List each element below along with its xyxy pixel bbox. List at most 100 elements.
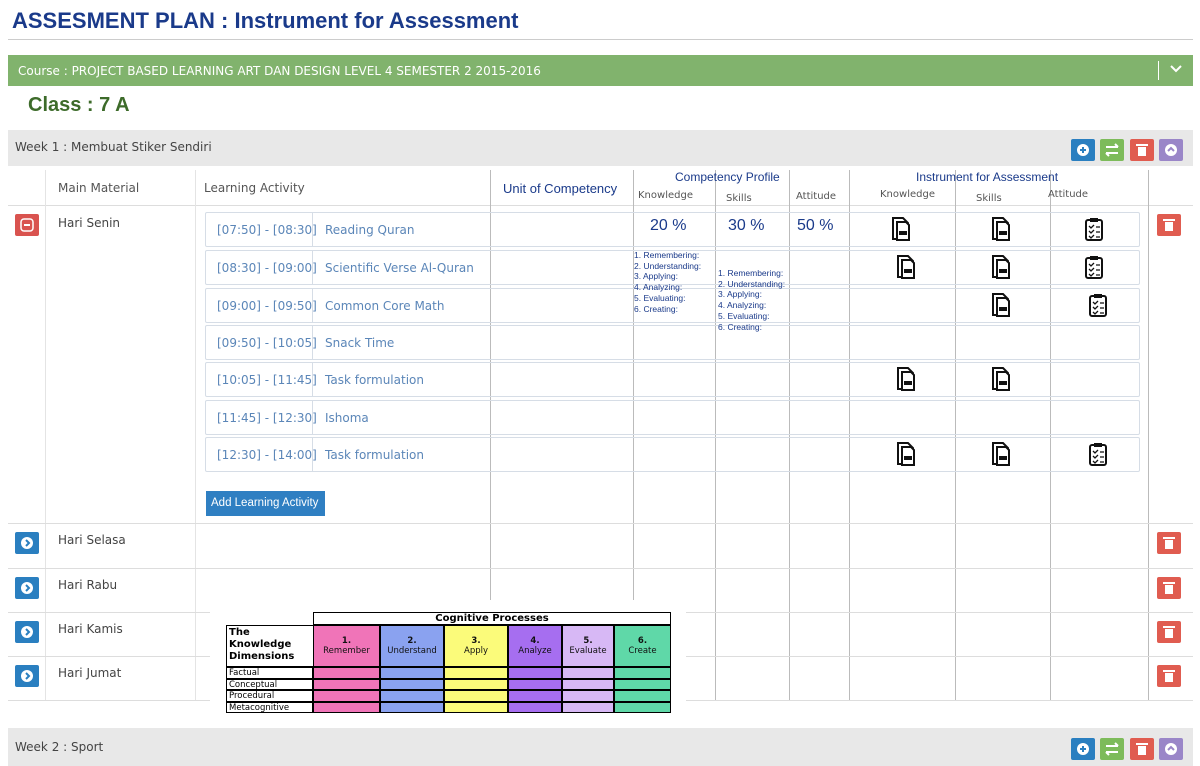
checklist-icon	[1083, 217, 1105, 241]
cell	[614, 667, 671, 679]
percentage: 20 %	[650, 217, 687, 234]
cell	[508, 667, 562, 679]
process-number: 5.	[583, 636, 593, 646]
chevron[interactable]	[1168, 60, 1184, 80]
column-line	[195, 170, 196, 700]
pdf-icon	[990, 442, 1012, 466]
divider	[8, 39, 1193, 40]
process-number: 6.	[637, 636, 648, 646]
level-label: 3. Applying:	[718, 289, 762, 300]
expand-day-button[interactable]	[15, 665, 39, 687]
level-label: 3. Applying:	[634, 271, 678, 282]
pdf-icon	[990, 367, 1012, 391]
level-label: 6. Creating:	[634, 303, 678, 314]
activity-name[interactable]: Task formulation	[325, 448, 424, 462]
move-button[interactable]	[1100, 738, 1124, 760]
header-row	[8, 170, 1193, 206]
process-number: 1.	[341, 636, 352, 646]
percentage: 50 %	[797, 217, 834, 234]
add-button[interactable]	[1071, 139, 1095, 161]
cell	[380, 667, 444, 679]
sub-header: Knowledge	[880, 189, 935, 200]
activity-row	[205, 437, 1140, 472]
divider	[312, 400, 313, 435]
activity-time[interactable]: [09:50] - [10:05]	[217, 336, 317, 350]
activity-time[interactable]: [10:05] - [11:45]	[217, 373, 317, 387]
delete-day-button[interactable]	[1157, 214, 1181, 236]
cell	[444, 690, 508, 702]
activity-time[interactable]: [12:30] - [14:00]	[217, 448, 317, 462]
delete-button[interactable]	[1130, 738, 1154, 760]
dimension-label: The Knowledge Dimensions	[226, 625, 313, 667]
cell	[444, 667, 508, 679]
activity-time[interactable]: [09:00] - [09:50]	[217, 299, 317, 313]
cell	[562, 667, 614, 679]
checklist-icon	[1087, 293, 1109, 317]
delete-day-button[interactable]	[1157, 621, 1181, 643]
move-button[interactable]	[1100, 139, 1124, 161]
cell	[313, 667, 380, 679]
divider	[312, 212, 313, 247]
activity-name[interactable]: Snack Time	[325, 336, 395, 350]
delete-day-button[interactable]	[1157, 577, 1181, 599]
activity-time[interactable]: [07:50] - [08:30]	[217, 223, 317, 237]
activity-name[interactable]: Ishoma	[325, 411, 369, 425]
process-header: 6. Create	[614, 625, 671, 667]
pdf-icon	[990, 217, 1012, 241]
column-header: Unit of Competency	[503, 181, 618, 196]
sub-header: Attitude	[1048, 189, 1089, 200]
cell	[444, 701, 508, 714]
dimension-name: Procedural	[226, 690, 313, 702]
level-label: 2. Understanding:	[718, 278, 786, 289]
column-header: Learning Activity	[204, 181, 305, 195]
week-bar	[8, 130, 1193, 166]
column-header: Competency Profile	[675, 170, 780, 184]
process-header: 1. Remember	[313, 625, 380, 667]
column-line	[490, 170, 491, 700]
percentage: 30 %	[728, 217, 765, 234]
level-label: 5. Evaluating:	[634, 292, 686, 303]
level-label: 1. Remembering:	[718, 268, 784, 278]
delete-day-button[interactable]	[1157, 665, 1181, 687]
collapse-day-button[interactable]	[15, 214, 39, 236]
level-label: 4. Analyzing:	[718, 300, 767, 311]
activity-time[interactable]: [08:30] - [09:00]	[217, 261, 317, 275]
process-number: 3.	[471, 636, 481, 646]
process-name: Evaluate	[569, 646, 607, 656]
column-header: Main Material	[58, 181, 140, 195]
activity-name[interactable]: Reading Quran	[325, 223, 415, 237]
process-header: 4. Analyze	[508, 625, 562, 667]
expand-day-button[interactable]	[15, 621, 39, 643]
level-label: 1. Remembering:	[634, 250, 700, 260]
expand-day-button[interactable]	[15, 577, 39, 599]
activity-row	[205, 325, 1140, 360]
process-number: 4.	[530, 636, 540, 646]
divider	[312, 362, 313, 397]
course-label: Course : PROJECT BASED LEARNING ART DAN …	[18, 64, 541, 78]
activity-name[interactable]: Scientific Verse Al-Quran	[325, 261, 474, 275]
week-title: Week 1 : Membuat Stiker Sendiri	[15, 140, 212, 154]
activity-name[interactable]: Common Core Math	[325, 299, 445, 313]
pdf-icon	[990, 293, 1012, 317]
pdf-icon	[895, 255, 917, 279]
column-line	[955, 170, 956, 700]
collapse-button[interactable]	[1159, 738, 1183, 760]
delete-button[interactable]	[1130, 139, 1154, 161]
process-header: 5. Evaluate	[562, 625, 614, 667]
divider	[312, 437, 313, 472]
pdf-icon	[895, 367, 917, 391]
collapse-button[interactable]	[1159, 139, 1183, 161]
add-activity-button[interactable]: Add Learning Activity	[206, 491, 325, 516]
process-name: Remember	[323, 646, 370, 656]
expand-day-button[interactable]	[15, 532, 39, 554]
process-header: 3. Apply	[444, 625, 508, 667]
divider	[312, 250, 313, 285]
add-button[interactable]	[1071, 738, 1095, 760]
activity-time[interactable]: [11:45] - [12:30]	[217, 411, 317, 425]
pdf-icon	[890, 217, 912, 241]
activity-name[interactable]: Task formulation	[325, 373, 424, 387]
cell	[380, 701, 444, 714]
delete-day-button[interactable]	[1157, 532, 1181, 554]
process-number: 2.	[407, 636, 417, 646]
